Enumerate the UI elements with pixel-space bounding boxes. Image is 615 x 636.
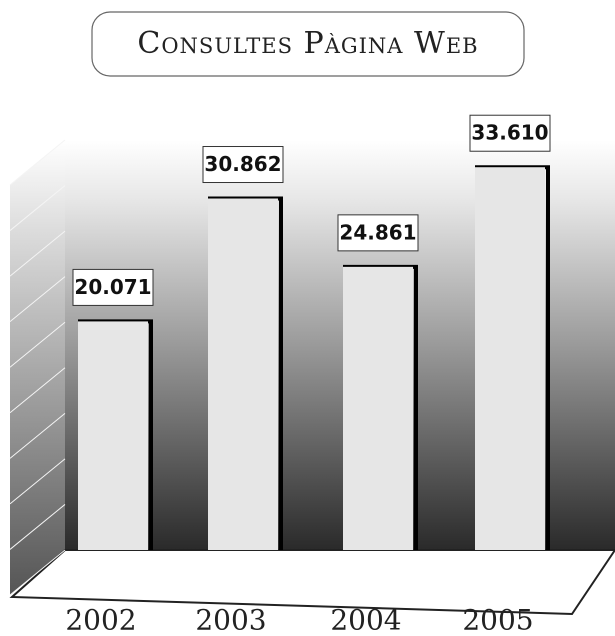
x-tick-label: 2002 [65,604,136,636]
bar [78,321,148,550]
bar [475,167,545,550]
value-label: 24.861 [339,220,416,244]
grid-line [9,230,66,277]
value-label-box [202,146,284,184]
grid-line [9,139,66,186]
grid-line [9,549,66,596]
side-wall [10,140,65,595]
grid-line [9,412,66,459]
grid-line [9,367,66,414]
value-label-box [469,114,551,152]
x-tick-label: 2005 [462,604,533,636]
floor [9,549,615,616]
value-label: 33.610 [471,121,548,145]
x-tick-label: 2003 [195,604,266,636]
grid-line [9,276,66,323]
value-label: 30.862 [204,152,281,176]
grid-line [9,504,66,550]
title-box [91,11,525,77]
bar [343,266,413,550]
grid-line [9,321,66,368]
bar [208,198,278,550]
value-label: 20.071 [74,275,151,299]
x-tick-label: 2004 [330,604,401,636]
grid-line [9,458,66,505]
value-label-box [337,214,419,252]
value-label-box [72,268,154,306]
chart-title: Consultes Pàgina Web [137,26,478,61]
grid-line [9,185,66,231]
